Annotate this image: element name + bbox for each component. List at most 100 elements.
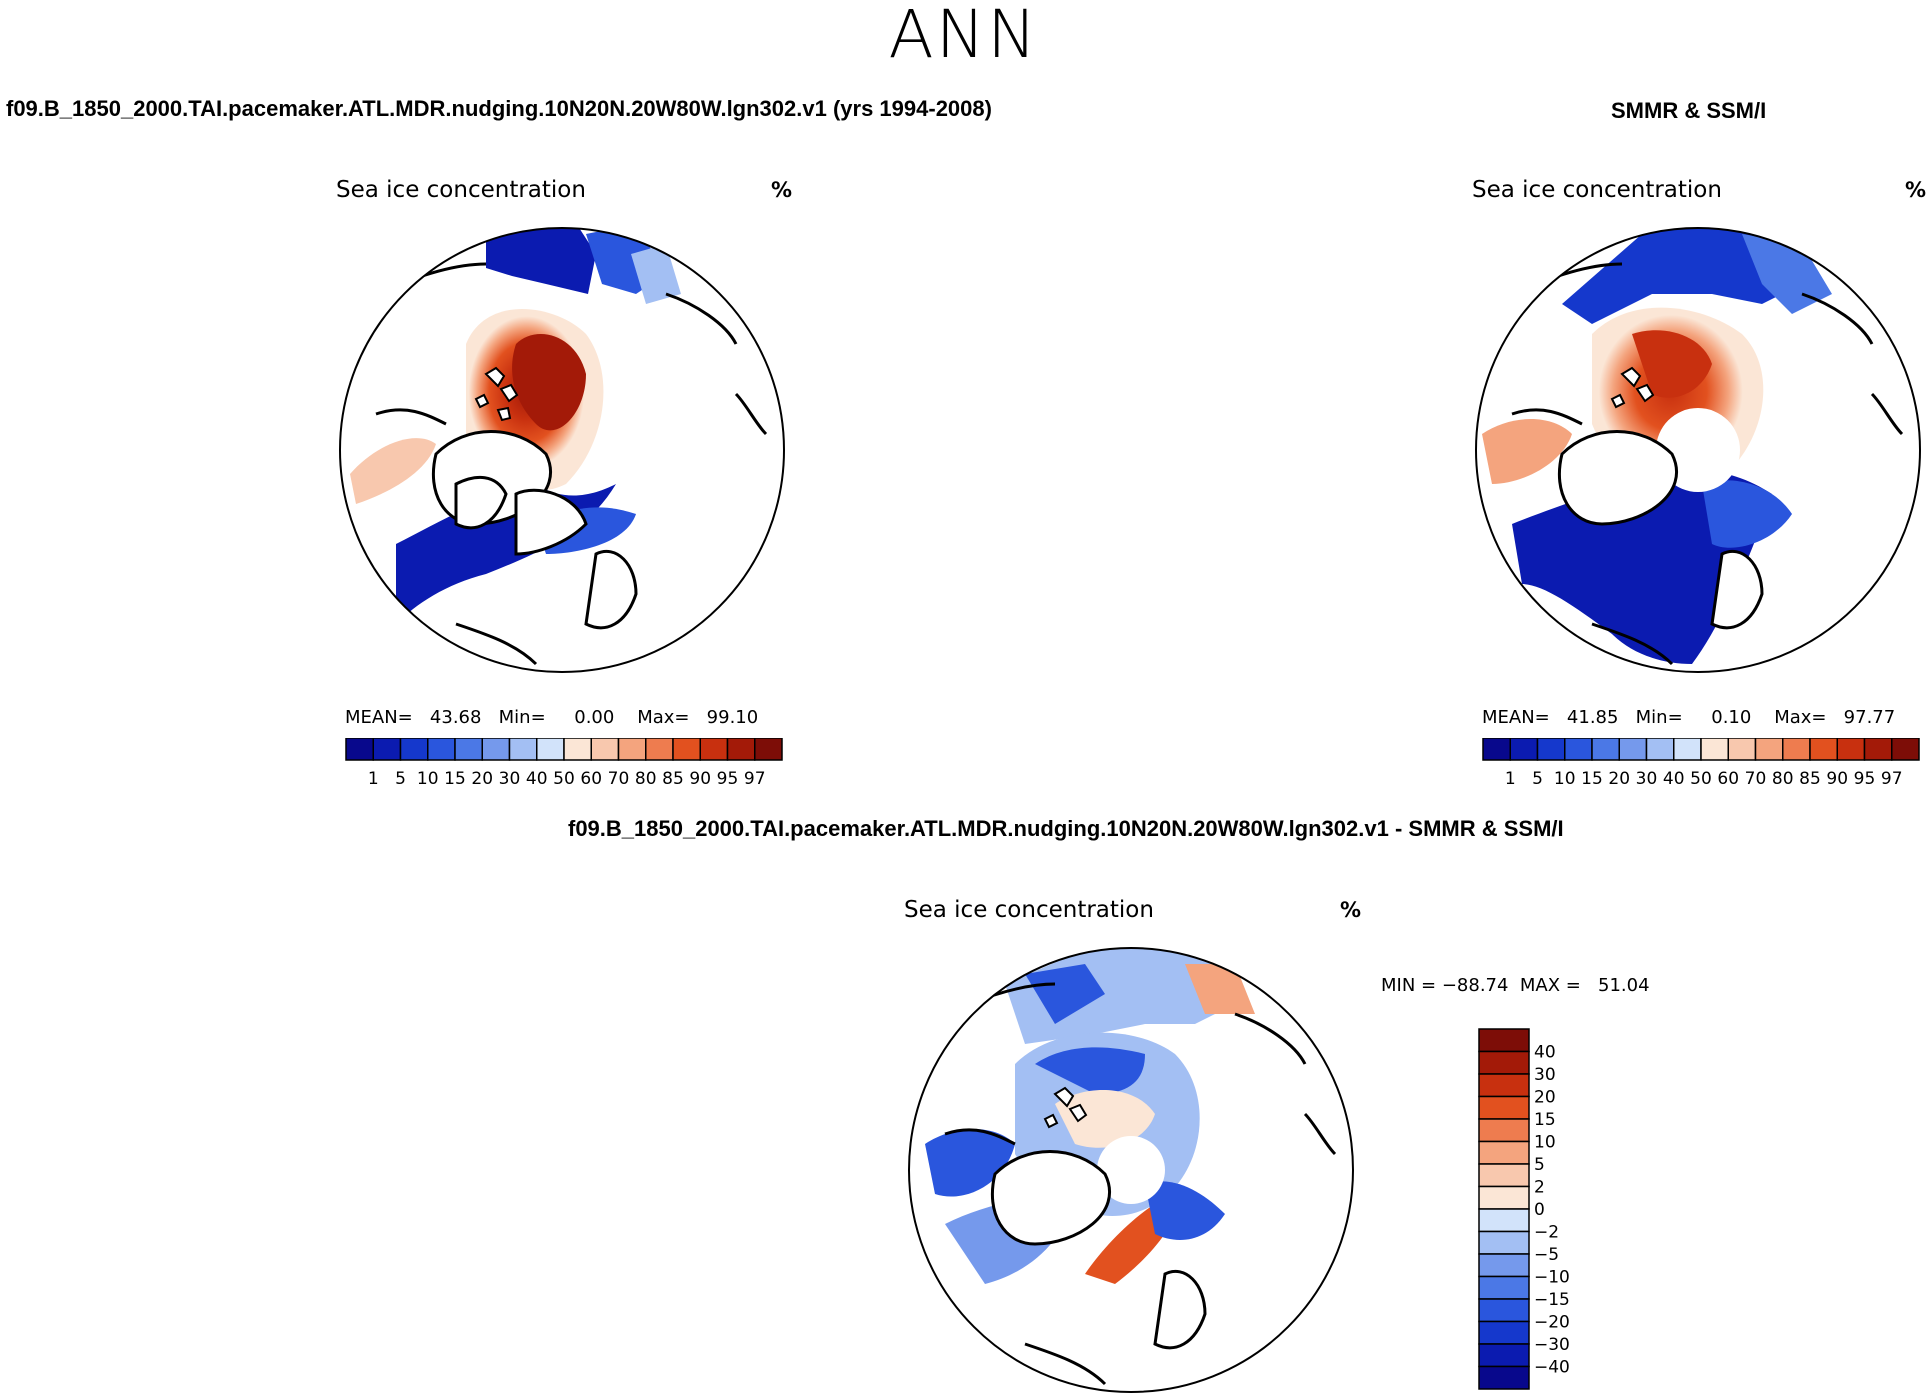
colorbar-box-9 [1727,738,1757,761]
colorbar-box-1 [372,738,402,761]
colorbar-box-4 [454,738,483,761]
colorbar-box-11 [1782,738,1811,761]
colorbar-tick-label: −15 [1534,1290,1570,1310]
colorbar-box-14 [1863,738,1893,761]
model-colorbar: 1 5 10 15 20 30 40 50 60 70 80 85 90 95 97 [345,738,783,789]
colorbar-tick-label: 70 [1745,769,1767,789]
colorbar-box-7 [536,738,565,761]
colorbar-tick-label: 10 [1554,769,1576,789]
colorbar-tick-label: 60 [1717,769,1739,789]
colorbar-box-6 [1645,738,1675,761]
colorbar-box-3 [427,738,456,761]
colorbar-box-7 [1673,738,1702,761]
colorbar-box-15 [1891,738,1920,761]
colorbar-box-10 [1754,738,1784,761]
model-stats: MEAN= 43.68 Min= 0.00 Max= 99.10 [345,707,759,728]
colorbar-box-0 [1482,738,1511,761]
colorbar-tick-label: 1 [1505,769,1516,789]
colorbar-box-13 [699,738,729,761]
colorbar-tick-label: 40 [526,769,548,789]
colorbar-tick-label: 10 [1534,1133,1556,1153]
colorbar-box-8 [1700,738,1729,761]
colorbar-box-0 [1478,1028,1530,1053]
colorbar-tick-label: −40 [1534,1358,1570,1378]
colorbar-box-0 [345,738,374,761]
colorbar-box-5 [1618,738,1648,761]
colorbar-tick-label: −20 [1534,1313,1570,1333]
colorbar-tick-label: 1 [368,769,379,789]
colorbar-box-13 [1478,1320,1530,1345]
model-unit-label: % [771,178,793,202]
colorbar-box-10 [1478,1253,1530,1278]
colorbar-tick-label: −5 [1534,1245,1559,1265]
colorbar-tick-label: 95 [717,769,739,789]
diff-case-title: f09.B_1850_2000.TAI.pacemaker.ATL.MDR.nu… [568,816,1564,841]
obs-case-title: SMMR & SSM/I [1611,98,1767,123]
colorbar-box-3 [1564,738,1593,761]
colorbar-tick-label: 20 [1608,769,1630,789]
colorbar-tick-label: 50 [553,769,575,789]
colorbar-tick-label: 90 [689,769,711,789]
colorbar-tick-label: 10 [417,769,439,789]
colorbar-box-4 [1478,1118,1530,1143]
colorbar-tick-label: 90 [1826,769,1848,789]
colorbar-tick-label: 97 [744,769,766,789]
colorbar-tick-label: 5 [395,769,406,789]
colorbar-box-4 [1591,738,1620,761]
colorbar-tick-label: −30 [1534,1335,1570,1355]
colorbar-tick-label: 5 [1534,1155,1545,1175]
colorbar-box-12 [1478,1298,1530,1323]
colorbar-tick-label: 95 [1854,769,1876,789]
colorbar-tick-label: 60 [580,769,602,789]
diff-stats: MIN = −88.74 MAX = 51.04 [1381,975,1650,996]
colorbar-tick-label: 20 [1534,1088,1556,1108]
colorbar-box-1 [1478,1050,1530,1075]
colorbar-box-9 [590,738,620,761]
colorbar-box-11 [645,738,674,761]
model-polar-map [339,227,785,673]
colorbar-tick-label: 30 [1534,1065,1556,1085]
diff-unit-label: % [1340,898,1362,922]
colorbar-box-14 [726,738,756,761]
colorbar-box-12 [672,738,701,761]
diff-plot-title: Sea ice concentration [904,897,1154,923]
colorbar-tick-label: 15 [444,769,466,789]
colorbar-box-9 [1478,1230,1530,1255]
colorbar-box-8 [1478,1208,1530,1233]
colorbar-box-14 [1478,1343,1530,1368]
colorbar-box-2 [1478,1073,1530,1098]
colorbar-tick-label: 85 [1799,769,1821,789]
colorbar-box-2 [399,738,429,761]
colorbar-tick-label: 30 [1636,769,1658,789]
colorbar-tick-label: −10 [1534,1268,1570,1288]
colorbar-box-15 [754,738,783,761]
obs-colorbar: 1 5 10 15 20 30 40 50 60 70 80 85 90 95 97 [1482,738,1920,789]
colorbar-box-8 [563,738,592,761]
colorbar-tick-label: 15 [1581,769,1603,789]
colorbar-box-1 [1509,738,1539,761]
colorbar-box-5 [481,738,511,761]
obs-stats: MEAN= 41.85 Min= 0.10 Max= 97.77 [1482,707,1896,728]
colorbar-box-12 [1809,738,1838,761]
obs-unit-label: % [1905,178,1927,202]
colorbar-box-3 [1478,1095,1530,1120]
model-case-title: f09.B_1850_2000.TAI.pacemaker.ATL.MDR.nu… [6,96,992,121]
colorbar-tick-label: 85 [662,769,684,789]
colorbar-tick-label: −2 [1534,1223,1559,1243]
colorbar-box-10 [617,738,647,761]
colorbar-box-6 [1478,1163,1530,1188]
colorbar-tick-label: 70 [608,769,630,789]
colorbar-tick-label: 50 [1690,769,1712,789]
colorbar-box-11 [1478,1275,1530,1300]
colorbar-tick-label: 80 [1772,769,1794,789]
colorbar-box-15 [1478,1365,1530,1390]
colorbar-box-7 [1478,1185,1530,1210]
page-title: ANN [888,0,1039,73]
colorbar-tick-label: 97 [1881,769,1903,789]
colorbar-tick-label: 30 [499,769,521,789]
colorbar-tick-label: 5 [1532,769,1543,789]
colorbar-box-13 [1836,738,1866,761]
obs-polar-map [1475,227,1921,673]
colorbar-tick-label: 0 [1534,1200,1545,1220]
